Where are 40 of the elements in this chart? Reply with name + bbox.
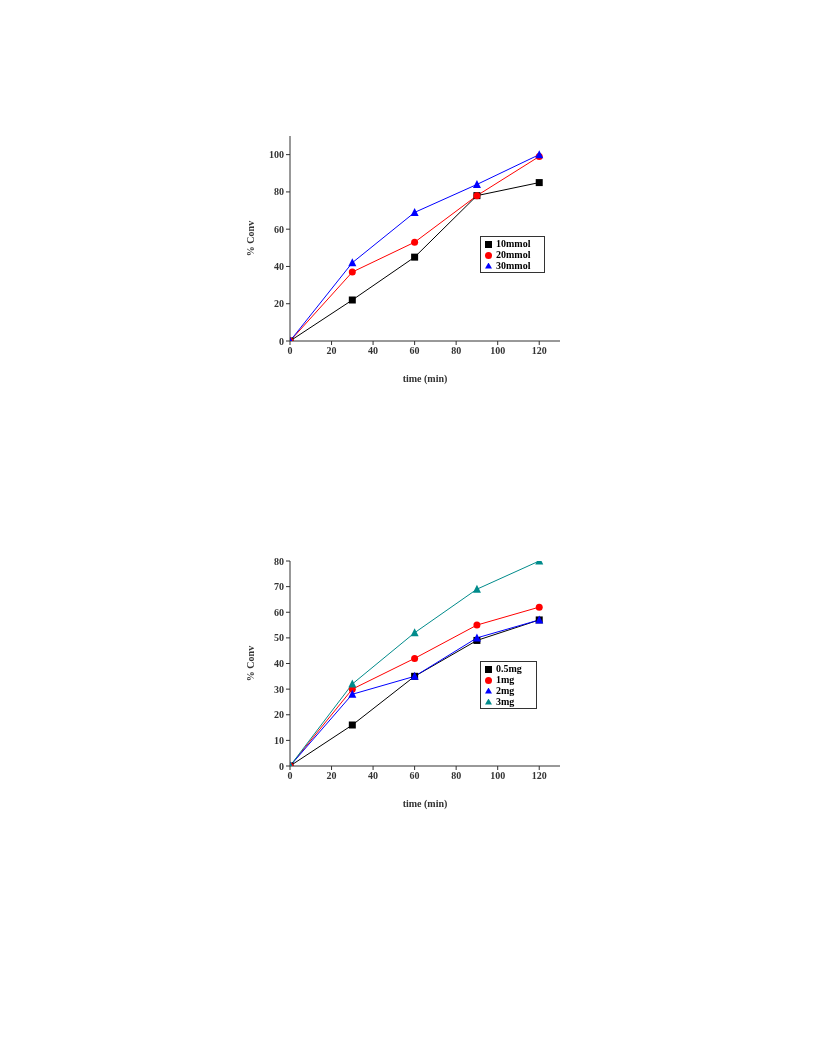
- x-tick-label: 60: [409, 770, 420, 782]
- x-tick-label: 100: [490, 345, 506, 357]
- x-tick-label: 40: [368, 770, 379, 782]
- legend-label: 30mmol: [496, 260, 531, 271]
- y-tick-label: 70: [274, 581, 284, 593]
- y-tick-label: 10: [274, 734, 284, 746]
- y-tick-label: 80: [274, 555, 284, 567]
- x-axis-title: time (min): [402, 798, 448, 811]
- x-tick-label: 120: [531, 770, 547, 782]
- y-tick-label: 60: [274, 606, 284, 618]
- y-tick-label: 40: [274, 658, 284, 670]
- y-axis-title: % Conv: [244, 220, 256, 257]
- legend-label: 3mg: [496, 696, 515, 707]
- legend-label: 1mg: [496, 674, 515, 685]
- x-tick-label: 0: [287, 345, 293, 357]
- y-axis-title: % Conv: [244, 645, 256, 682]
- legend-label: 0.5mg: [496, 663, 522, 674]
- y-tick-label: 20: [274, 709, 284, 721]
- legend-label: 2mg: [496, 685, 515, 696]
- x-tick-label: 40: [368, 345, 379, 357]
- y-tick-label: 20: [274, 298, 284, 310]
- x-tick-label: 80: [451, 770, 462, 782]
- y-tick-label: 50: [274, 632, 284, 644]
- y-tick-label: 80: [274, 186, 284, 198]
- x-tick-label: 0: [287, 770, 293, 782]
- x-tick-label: 20: [326, 770, 337, 782]
- x-axis-title: time (min): [402, 373, 448, 386]
- x-tick-label: 60: [409, 345, 420, 357]
- legend-label: 20mmol: [496, 249, 531, 260]
- legend-label: 10mmol: [496, 238, 531, 249]
- x-tick-label: 120: [531, 345, 547, 357]
- x-tick-label: 80: [451, 345, 462, 357]
- y-tick-label: 0: [279, 760, 284, 772]
- y-tick-label: 30: [274, 683, 284, 695]
- y-tick-label: 100: [269, 149, 284, 161]
- x-tick-label: 20: [326, 345, 337, 357]
- x-tick-label: 100: [490, 770, 506, 782]
- y-tick-label: 60: [274, 223, 284, 235]
- y-tick-label: 0: [279, 335, 284, 347]
- y-tick-label: 40: [274, 261, 284, 272]
